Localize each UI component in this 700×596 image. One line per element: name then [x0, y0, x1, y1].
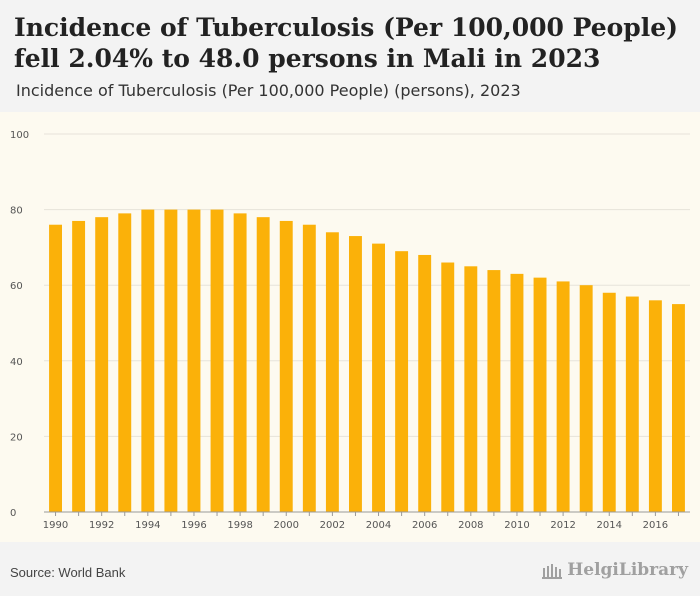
- bar-2013: [579, 285, 593, 512]
- chart-subtitle: Incidence of Tuberculosis (Per 100,000 P…: [16, 81, 521, 100]
- bar-2015: [625, 296, 639, 512]
- x-tick-label: 1992: [89, 520, 114, 531]
- bar-2007: [441, 262, 455, 512]
- bar-1995: [164, 209, 178, 512]
- bar-1992: [95, 217, 109, 512]
- x-tick-label: 1998: [227, 520, 252, 531]
- x-tick-label: 2006: [412, 520, 437, 531]
- y-tick-label: 60: [10, 281, 23, 292]
- bar-2009: [487, 270, 501, 512]
- bar-1991: [72, 220, 86, 512]
- bar-2003: [349, 236, 362, 512]
- x-tick-label: 1996: [181, 520, 206, 531]
- x-tick-label: 2008: [458, 520, 483, 531]
- bar-1994: [141, 209, 155, 512]
- bar-2005: [395, 251, 409, 512]
- bar-2012: [556, 281, 570, 512]
- bar-2010: [510, 273, 524, 512]
- bar-2004: [372, 243, 385, 512]
- x-tick-label: 2014: [597, 520, 622, 531]
- source-note: Source: World Bank: [10, 565, 126, 580]
- chart-title: Incidence of Tuberculosis (Per 100,000 P…: [14, 13, 679, 73]
- bar-1997: [210, 209, 224, 512]
- bar-2016: [648, 300, 662, 512]
- x-tick-label: 2004: [366, 520, 391, 531]
- bar-1999: [256, 217, 270, 512]
- y-tick-label: 0: [10, 508, 16, 519]
- y-tick-label: 40: [10, 357, 23, 368]
- bar-1998: [233, 213, 247, 512]
- bar-2002: [325, 232, 339, 512]
- y-tick-label: 20: [10, 432, 23, 443]
- bar-2011: [533, 277, 547, 512]
- bar-2017: [672, 304, 685, 512]
- x-tick-label: 2000: [274, 520, 299, 531]
- bar-2014: [602, 292, 616, 512]
- library-building-icon: [542, 564, 563, 579]
- x-tick-label: 2012: [550, 520, 575, 531]
- helgi-library-logo: HelgiLibrary: [541, 560, 688, 580]
- footer-panel: [0, 542, 700, 596]
- bar-2008: [464, 266, 478, 512]
- header-panel: Incidence of Tuberculosis (Per 100,000 P…: [0, 0, 700, 112]
- x-tick-label: 1990: [43, 520, 68, 531]
- bar-2001: [302, 224, 316, 512]
- bar-1990: [49, 224, 62, 512]
- bar-2000: [279, 220, 293, 512]
- bar-2006: [418, 254, 432, 512]
- x-tick-label: 2002: [320, 520, 345, 531]
- x-tick-label: 2010: [504, 520, 529, 531]
- bar-chart: 0 20 40 60 80 100 1990 1992 1994 1996 1998 2000 2002…: [10, 130, 690, 531]
- y-tick-label: 100: [10, 130, 29, 141]
- y-tick-label: 80: [10, 206, 23, 217]
- bar-1996: [187, 209, 201, 512]
- bar-1993: [118, 213, 132, 512]
- x-tick-label: 2016: [643, 520, 668, 531]
- logo-text: HelgiLibrary: [567, 560, 688, 580]
- x-tick-label: 1994: [135, 520, 160, 531]
